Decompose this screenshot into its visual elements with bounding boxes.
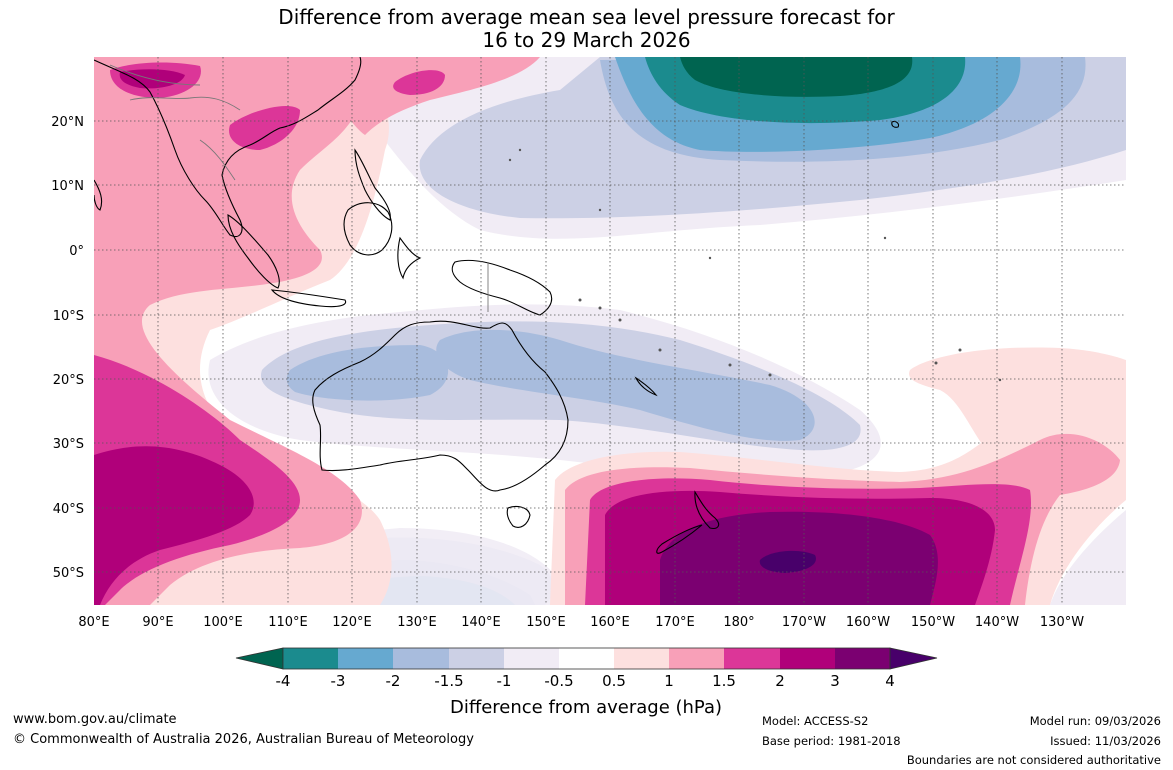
coast-java: [270, 289, 347, 308]
colorbar-bin: [393, 648, 449, 669]
small-islands: [508, 148, 1002, 382]
colorbar-tick: 3: [830, 672, 840, 690]
chart-title-line1: Difference from average mean sea level p…: [278, 5, 895, 29]
lon-label: 170°E: [655, 615, 695, 630]
colorbar-title: Difference from average (hPa): [450, 697, 722, 718]
colorbar-tick: -0.5: [544, 672, 573, 690]
lon-label: 130°W: [1040, 615, 1084, 630]
lat-label: 10°N: [51, 179, 84, 194]
coast-sulawesi: [397, 236, 422, 280]
lat-label: 30°S: [53, 437, 84, 452]
contour-pos-1.5-vietnam: [229, 105, 300, 150]
colorbar-bin: [669, 648, 724, 669]
coast-new-zealand-north: [694, 490, 720, 529]
colorbar-tick: 4: [885, 672, 895, 690]
lon-label: 140°W: [975, 615, 1019, 630]
colorbar-bin: [449, 648, 504, 669]
coast-hawaii: [891, 120, 900, 128]
contour-pos-1-north: [300, 57, 540, 135]
chart-title-line2: 16 to 29 March 2026: [482, 28, 691, 52]
colorbar-bin: [614, 648, 669, 669]
website-link[interactable]: www.bom.gov.au/climate: [13, 712, 177, 727]
lon-label: 150°W: [911, 615, 955, 630]
lat-label: 10°S: [53, 309, 84, 324]
lat-label: 20°N: [51, 115, 84, 130]
lon-label: 110°E: [268, 615, 308, 630]
contour-neg-light-southeast: [1050, 510, 1126, 605]
colorbar-bin: [504, 648, 559, 669]
coast-new-caledonia: [634, 376, 658, 397]
coast-australia: [312, 320, 569, 492]
coast-mainland-asia: [94, 57, 362, 238]
graticule: [94, 57, 1126, 605]
lon-label: 170°W: [782, 615, 826, 630]
model-name: Model: ACCESS-S2: [762, 714, 869, 728]
colorbar-tick: -1: [497, 672, 512, 690]
lon-label: 160°W: [846, 615, 890, 630]
coast-sri-lanka: [94, 179, 103, 211]
contour-neg-1.5-central: [286, 345, 449, 401]
base-period: Base period: 1981-2018: [762, 734, 901, 748]
longitude-labels: 80°E 90°E 100°E 110°E 120°E 130°E 140°E …: [78, 615, 1084, 630]
lon-label: 100°E: [203, 615, 243, 630]
colorbar-tick: -2: [386, 672, 401, 690]
contour-pos-4-southeast: [759, 550, 816, 573]
lon-label: 90°E: [142, 615, 173, 630]
lat-label: 20°S: [53, 373, 84, 388]
colorbar-bin: [780, 648, 835, 669]
colorbar-extend-high: [889, 647, 938, 670]
coast-sumatra: [227, 214, 280, 289]
model-run-date: Model run: 09/03/2026: [1029, 714, 1161, 728]
colorbar-tick-labels: -4 -3 -2 -1.5 -1 -0.5 0.5 1 1.5 2 3 4: [276, 672, 895, 690]
colorbar-bin: [724, 648, 780, 669]
lon-label: 140°E: [461, 615, 501, 630]
contour-neg-4-north: [680, 57, 913, 97]
lon-label: 80°E: [78, 615, 109, 630]
colorbar-tick: 0.5: [602, 672, 626, 690]
colorbar-tick: -4: [276, 672, 291, 690]
coast-new-guinea: [451, 259, 553, 316]
colorbar-bin: [283, 648, 338, 669]
boundary-disclaimer: Boundaries are not considered authoritat…: [906, 753, 1161, 767]
coast-new-zealand-south: [656, 524, 703, 554]
coast-tasmania: [506, 505, 531, 528]
colorbar-bin: [338, 648, 393, 669]
contour-pos-2-west: [94, 446, 254, 605]
latitude-labels: 20°N 10°N 0° 10°S 20°S 30°S 40°S 50°S: [51, 115, 84, 581]
copyright-text: © Commonwealth of Australia 2026, Austra…: [13, 732, 474, 747]
contour-pos-0.5-east: [909, 347, 1126, 460]
colorbar-tick: -3: [331, 672, 346, 690]
lat-label: 50°S: [53, 566, 84, 581]
coastlines: [94, 57, 900, 554]
colorbar-tick: 1.5: [712, 672, 736, 690]
lon-label: 160°E: [590, 615, 630, 630]
colorbar-bin: [559, 648, 614, 669]
colorbar-tick: 1: [664, 672, 674, 690]
country-borders: [109, 64, 489, 312]
colorbar: -4 -3 -2 -1.5 -1 -0.5 0.5 1 1.5 2 3 4 Di…: [235, 647, 938, 718]
lon-label: 120°E: [332, 615, 372, 630]
lat-label: 40°S: [53, 502, 84, 517]
colorbar-bin: [835, 648, 890, 669]
colorbar-frame: [282, 647, 891, 670]
colorbar-tick: -1.5: [434, 672, 463, 690]
coast-philippines: [354, 148, 391, 221]
colorbar-extend-low: [235, 647, 284, 670]
contour-pos-1.5-ne: [393, 70, 445, 95]
map-plot-area: [94, 57, 1126, 605]
lon-label: 180°: [723, 615, 754, 630]
lon-label: 130°E: [397, 615, 437, 630]
lon-label: 150°E: [526, 615, 566, 630]
colorbar-tick: 2: [775, 672, 785, 690]
issued-date: Issued: 11/03/2026: [1050, 734, 1161, 748]
lat-label: 0°: [69, 244, 84, 259]
